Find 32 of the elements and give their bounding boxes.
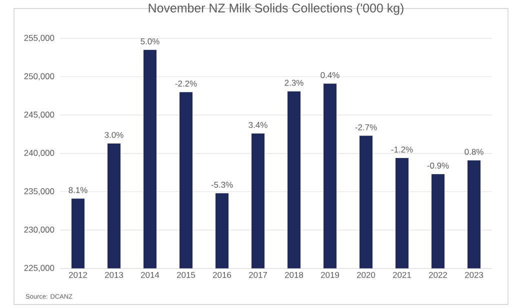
x-tick-label: 2019: [321, 272, 340, 278]
annotation: 8.1%: [68, 186, 88, 193]
x-tick-label: 2012: [69, 272, 87, 278]
y-tick-label: 255,000: [24, 34, 54, 42]
x-tick-label: 2015: [177, 272, 196, 278]
x-tick-label: 2022: [429, 272, 447, 278]
y-tick-label: 245,000: [24, 111, 54, 118]
x-tick-label: 2013: [105, 272, 124, 278]
y-tick-label: 230,000: [24, 226, 54, 234]
annotation: -0.9%: [427, 162, 449, 168]
y-tick-label: 250,000: [24, 73, 54, 80]
y-tick-label: 225,000: [24, 264, 54, 272]
annotation: 0.4%: [320, 72, 340, 78]
y-tick-label: 235,000: [24, 188, 54, 196]
annotation: -5.3%: [211, 182, 233, 188]
annotation: 0.8%: [464, 148, 484, 155]
annotation: 3.4%: [248, 122, 268, 128]
x-tick-label: 2017: [249, 272, 267, 278]
annotation: -2.2%: [175, 80, 197, 86]
annotation: 3.0%: [104, 132, 124, 138]
annotation: -2.7%: [355, 124, 377, 130]
annotation: 5.0%: [140, 38, 160, 44]
chart-title: November NZ Milk Solids Collections ('000 kg): [148, 3, 404, 15]
x-tick-label: 2020: [357, 272, 376, 278]
x-tick-label: 2016: [213, 272, 232, 278]
y-tick-label: 240,000: [24, 150, 54, 157]
x-tick-label: 2014: [141, 272, 160, 278]
x-tick-label: 2018: [285, 272, 304, 278]
x-tick-label: 2023: [465, 272, 484, 278]
x-tick-label: 2021: [393, 272, 412, 278]
annotation: 2.3%: [284, 80, 304, 86]
annotation: -1.2%: [391, 146, 413, 152]
